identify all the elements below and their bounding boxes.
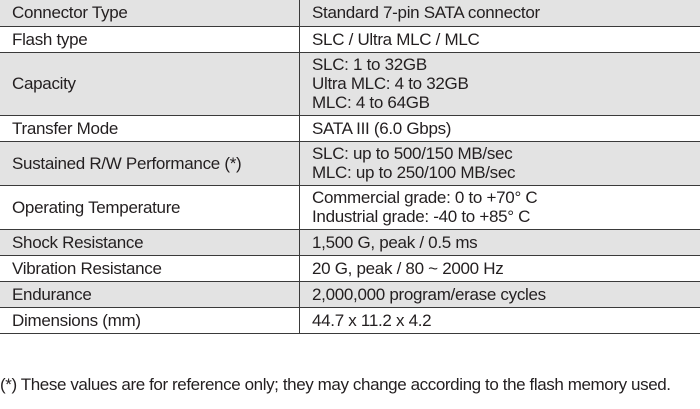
value-line: Industrial grade: -40 to +85° C (312, 207, 531, 226)
row-label: Transfer Mode (0, 114, 300, 142)
row-label: Capacity (0, 51, 300, 116)
row-value: 1,500 G, peak / 0.5 ms (299, 228, 700, 256)
row-value: SATA III (6.0 Gbps) (299, 114, 700, 142)
value-line: Ultra MLC: 4 to 32GB (312, 74, 469, 93)
row-value: SLC: up to 500/150 MB/sec MLC: up to 250… (299, 140, 700, 186)
row-label: Operating Temperature (0, 184, 300, 230)
row-label: Sustained R/W Performance (*) (0, 140, 300, 186)
table-row: Connector Type Standard 7-pin SATA conne… (0, 0, 700, 27)
table-row: Shock Resistance 1,500 G, peak / 0.5 ms (0, 228, 700, 256)
table-row: Transfer Mode SATA III (6.0 Gbps) (0, 114, 700, 142)
row-label: Dimensions (mm) (0, 306, 300, 334)
value-line: 2,000,000 program/erase cycles (312, 284, 546, 304)
table-row: Capacity SLC: 1 to 32GB Ultra MLC: 4 to … (0, 51, 700, 116)
row-label: Shock Resistance (0, 228, 300, 256)
value-line: MLC: up to 250/100 MB/sec (312, 163, 516, 182)
row-value: 20 G, peak / 80 ~ 2000 Hz (299, 254, 700, 282)
table-row: Flash type SLC / Ultra MLC / MLC (0, 25, 700, 53)
value-line: Standard 7-pin SATA connector (312, 3, 540, 23)
value-line: 1,500 G, peak / 0.5 ms (312, 232, 478, 252)
row-label: Vibration Resistance (0, 254, 300, 282)
footnote: (*) These values are for reference only;… (0, 375, 671, 394)
value-line: SLC: 1 to 32GB (312, 55, 427, 74)
row-label: Connector Type (0, 0, 300, 27)
table-row: Vibration Resistance 20 G, peak / 80 ~ 2… (0, 254, 700, 282)
row-value: SLC: 1 to 32GB Ultra MLC: 4 to 32GB MLC:… (299, 51, 700, 116)
table-row: Operating Temperature Commercial grade: … (0, 184, 700, 230)
row-value: SLC / Ultra MLC / MLC (299, 25, 700, 53)
value-line: 20 G, peak / 80 ~ 2000 Hz (312, 258, 504, 278)
row-label: Endurance (0, 280, 300, 308)
row-value: Commercial grade: 0 to +70° C Industrial… (299, 184, 700, 230)
value-line: Commercial grade: 0 to +70° C (312, 188, 538, 207)
row-value: 44.7 x 11.2 x 4.2 (299, 306, 700, 334)
table-row: Endurance 2,000,000 program/erase cycles (0, 280, 700, 308)
value-line: MLC: 4 to 64GB (312, 93, 430, 112)
row-value: Standard 7-pin SATA connector (299, 0, 700, 27)
value-line: 44.7 x 11.2 x 4.2 (312, 310, 432, 330)
table-row: Dimensions (mm) 44.7 x 11.2 x 4.2 (0, 306, 700, 334)
spec-table: Connector Type Standard 7-pin SATA conne… (0, 0, 700, 334)
value-line: SLC / Ultra MLC / MLC (312, 29, 480, 49)
table-row: Sustained R/W Performance (*) SLC: up to… (0, 140, 700, 186)
row-value: 2,000,000 program/erase cycles (299, 280, 700, 308)
value-line: SLC: up to 500/150 MB/sec (312, 144, 513, 163)
value-line: SATA III (6.0 Gbps) (312, 118, 452, 138)
row-label: Flash type (0, 25, 300, 53)
